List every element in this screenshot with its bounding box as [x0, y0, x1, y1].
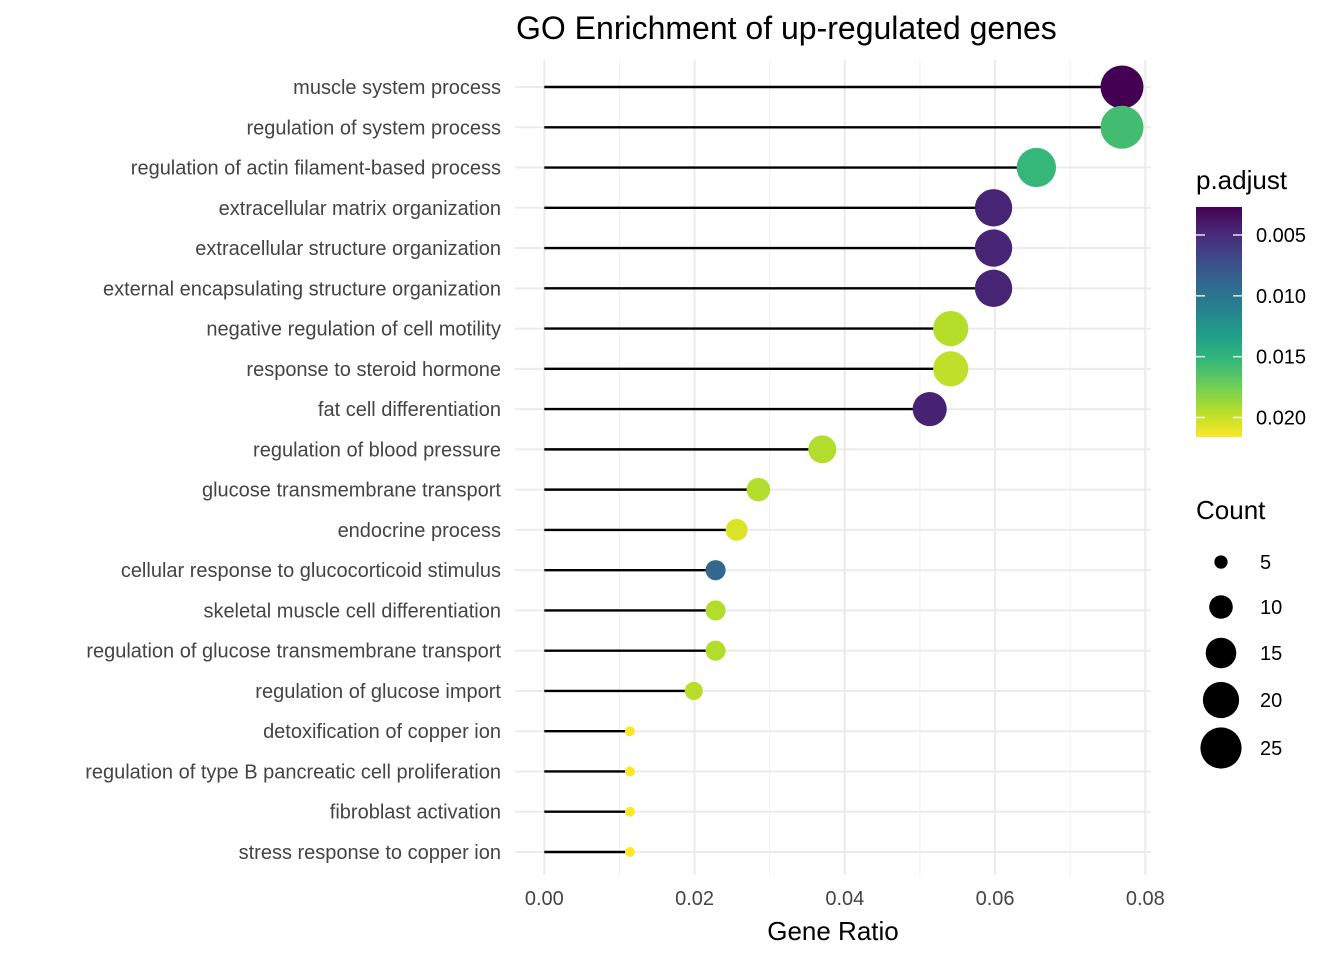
colorbar — [1196, 207, 1242, 437]
data-point — [624, 806, 635, 817]
y-tick-label: fibroblast activation — [330, 802, 501, 824]
y-tick-label: endocrine process — [338, 520, 501, 542]
size-legend-label: 5 — [1260, 552, 1271, 574]
data-point — [725, 518, 748, 541]
x-tick-label: 0.08 — [1126, 888, 1165, 910]
y-tick-label: regulation of glucose import — [255, 681, 501, 703]
grid — [515, 60, 1151, 875]
data-point — [1100, 105, 1144, 149]
y-tick-label: cellular response to glucocorticoid stim… — [121, 560, 501, 582]
y-tick-label: fat cell differentiation — [318, 399, 501, 421]
size-legend: Count 5 10 15 20 25 — [1196, 495, 1282, 769]
colorbar-tick-label: 0.020 — [1256, 408, 1306, 430]
data-point — [974, 229, 1013, 267]
size-legend-key — [1205, 637, 1237, 669]
stems — [544, 85, 1123, 854]
y-tick-label: negative regulation of cell motility — [206, 319, 501, 341]
x-tick-label: 0.04 — [825, 888, 864, 910]
x-tick-label: 0.02 — [675, 888, 714, 910]
y-tick-label: regulation of actin filament-based proce… — [131, 158, 501, 180]
data-point — [912, 392, 947, 427]
y-tick-label: regulation of system process — [246, 117, 501, 139]
size-legend-title: Count — [1196, 495, 1266, 525]
y-tick-label: external encapsulating structure organiz… — [103, 278, 501, 300]
size-legend-label: 10 — [1260, 597, 1282, 619]
y-tick-label: regulation of type B pancreatic cell pro… — [85, 761, 501, 783]
y-axis-labels: muscle system process regulation of syste… — [85, 77, 501, 864]
points — [624, 65, 1144, 857]
size-legend-label: 20 — [1260, 690, 1282, 712]
data-point — [933, 351, 969, 387]
size-legend-key — [1202, 681, 1240, 719]
size-legend-label: 15 — [1260, 643, 1282, 665]
y-tick-label: glucose transmembrane transport — [202, 480, 501, 502]
y-tick-label: regulation of blood pressure — [253, 439, 501, 461]
size-legend-keys: 5 10 15 20 25 — [1200, 552, 1282, 769]
data-point — [808, 435, 837, 464]
size-legend-key — [1209, 595, 1233, 619]
data-point — [974, 189, 1013, 227]
colorbar-tick-label: 0.010 — [1256, 286, 1306, 308]
data-point — [624, 766, 635, 777]
x-axis-title: Gene Ratio — [767, 916, 899, 946]
x-tick-label: 0.00 — [525, 888, 564, 910]
colorbar-tick-label: 0.005 — [1256, 225, 1306, 247]
data-point — [624, 726, 635, 737]
size-legend-key — [1214, 555, 1228, 569]
y-tick-label: extracellular structure organization — [195, 238, 501, 260]
data-point — [1016, 147, 1057, 188]
data-point — [684, 681, 703, 701]
colorbar-tick-label: 0.015 — [1256, 347, 1306, 369]
y-tick-label: detoxification of copper ion — [263, 721, 501, 743]
data-point — [624, 847, 635, 857]
y-tick-label: response to steroid hormone — [246, 359, 501, 381]
data-point — [705, 560, 726, 581]
x-axis-labels: 0.00 0.02 0.04 0.06 0.08 — [525, 888, 1165, 910]
color-legend: p.adjust 0.005 0.010 0.015 0.020 — [1196, 165, 1306, 437]
size-legend-key — [1200, 727, 1242, 769]
chart-title: GO Enrichment of up-regulated genes — [516, 10, 1057, 46]
data-point — [705, 600, 726, 621]
data-point — [933, 310, 969, 347]
data-point — [705, 640, 726, 661]
y-tick-label: muscle system process — [293, 77, 501, 99]
colorbar-ticks: 0.005 0.010 0.015 0.020 — [1196, 225, 1306, 430]
x-tick-label: 0.06 — [976, 888, 1015, 910]
color-legend-title: p.adjust — [1196, 165, 1288, 195]
data-point — [974, 269, 1013, 307]
y-tick-label: skeletal muscle cell differentiation — [203, 600, 501, 622]
data-point — [746, 477, 771, 502]
y-tick-label: regulation of glucose transmembrane tran… — [86, 641, 501, 663]
size-legend-label: 25 — [1260, 738, 1282, 760]
y-tick-label: stress response to copper ion — [239, 842, 501, 864]
y-tick-label: extracellular matrix organization — [219, 198, 501, 220]
data-point — [1100, 65, 1144, 109]
